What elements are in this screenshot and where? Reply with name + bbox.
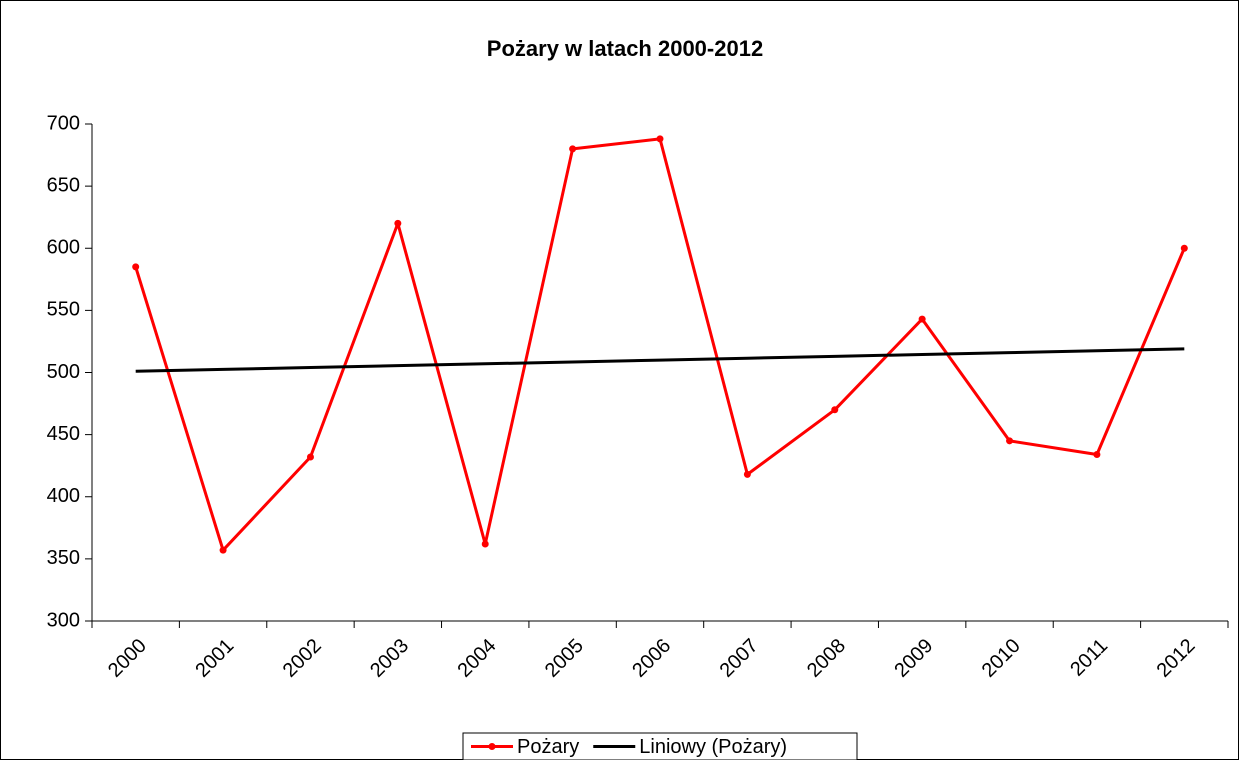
series-marker [219, 546, 227, 554]
y-tick-label: 700 [47, 112, 80, 134]
y-tick-label: 650 [47, 174, 80, 196]
y-tick-label: 300 [47, 609, 80, 631]
series-marker [1093, 451, 1101, 459]
legend-label: Pożary [517, 736, 579, 758]
series-marker [394, 219, 402, 227]
y-tick-label: 500 [47, 361, 80, 383]
series-marker [656, 135, 664, 143]
legend-label: Liniowy (Pożary) [639, 736, 787, 758]
y-tick-label: 600 [47, 237, 80, 259]
series-marker [481, 540, 489, 548]
series-marker [1006, 437, 1014, 445]
y-tick-label: 350 [47, 547, 80, 569]
series-marker [132, 263, 140, 271]
y-tick-label: 400 [47, 485, 80, 507]
legend-box [462, 732, 858, 760]
series-marker [743, 470, 751, 478]
series-marker [918, 315, 926, 323]
series-marker [569, 145, 577, 153]
series-marker [1180, 244, 1188, 252]
chart-title: Pożary w latach 2000-2012 [487, 36, 763, 61]
y-tick-label: 450 [47, 423, 80, 445]
y-tick-label: 550 [47, 299, 80, 321]
legend-marker [488, 743, 496, 750]
series-line [135, 347, 1185, 373]
series-marker [306, 453, 314, 461]
series-marker [831, 406, 839, 414]
